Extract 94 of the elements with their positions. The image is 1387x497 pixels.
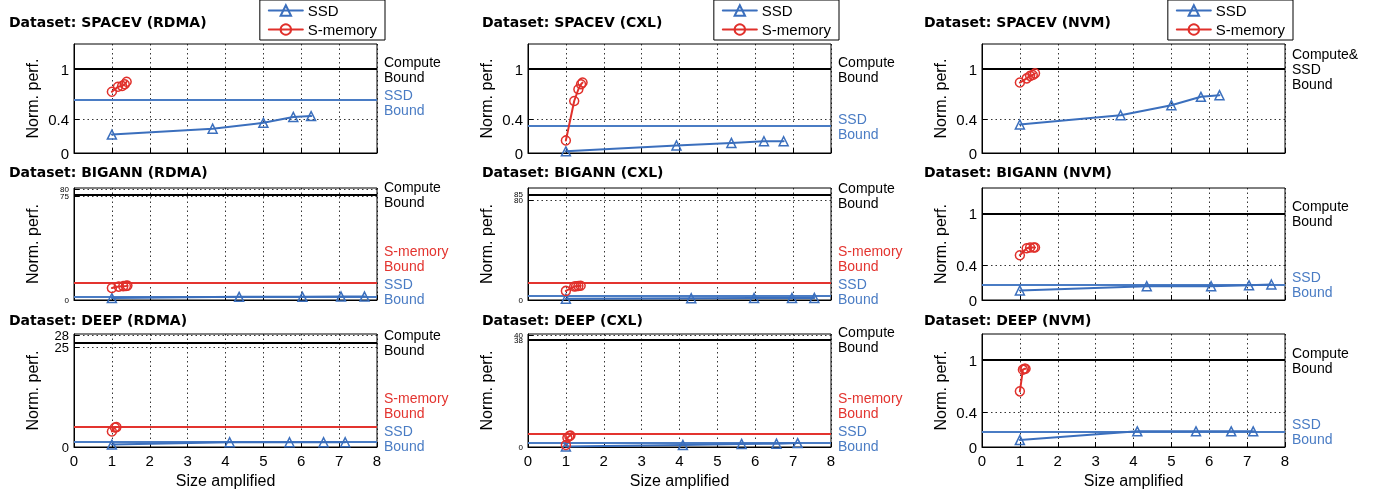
y-tick-label: 0.4 bbox=[502, 110, 523, 128]
y-tick-label: 0 bbox=[60, 144, 69, 162]
y-tick-label: 1 bbox=[968, 351, 977, 369]
x-tick-label: 2 bbox=[1053, 452, 1062, 469]
x-tick-label: 6 bbox=[751, 452, 760, 469]
x-tick-label: 2 bbox=[599, 452, 608, 469]
ref-line-label: SSD Bound bbox=[838, 110, 879, 142]
x-tick-label: 1 bbox=[107, 452, 117, 469]
legend-label: S-memory bbox=[307, 21, 378, 38]
ref-line-label: Compute Bound bbox=[384, 179, 442, 211]
x-tick-label: 6 bbox=[1205, 452, 1214, 469]
legend-label: SSD bbox=[1215, 2, 1247, 19]
y-axis-title: Norm. perf. bbox=[931, 58, 949, 139]
y-tick-label: 0 bbox=[968, 438, 977, 456]
ref-line-label: Compute Bound bbox=[838, 179, 896, 211]
x-tick-label: 3 bbox=[637, 452, 646, 469]
x-axis-title: Size amplified bbox=[175, 472, 276, 490]
x-tick-label: 7 bbox=[788, 452, 798, 469]
ref-line-label: Compute& SSD Bound bbox=[1292, 46, 1359, 93]
ref-line-label: SSD Bound bbox=[384, 275, 425, 307]
y-tick-label: 0.4 bbox=[48, 110, 69, 128]
ref-line-label: SSD Bound bbox=[384, 422, 425, 454]
x-tick-label: 5 bbox=[259, 452, 268, 469]
x-tick-label: 7 bbox=[334, 452, 344, 469]
chart-title: Dataset: DEEP (NVM) bbox=[924, 312, 1092, 328]
chart-title: Dataset: DEEP (RDMA) bbox=[9, 312, 188, 328]
y-tick-label: 0.4 bbox=[956, 257, 977, 275]
y-tick-label: 1 bbox=[514, 60, 523, 78]
legend-label: SSD bbox=[307, 2, 339, 19]
ref-line-label: SSD Bound bbox=[1292, 268, 1333, 300]
ref-line-label: Compute Bound bbox=[384, 326, 442, 358]
y-axis-title: Norm. perf. bbox=[23, 350, 41, 431]
x-tick-label: 5 bbox=[1167, 452, 1176, 469]
y-tick-label: 1 bbox=[60, 60, 69, 78]
y-axis-title: Norm. perf. bbox=[477, 203, 495, 285]
y-axis-title: Norm. perf. bbox=[23, 58, 41, 139]
ref-line-label: S-memory Bound bbox=[384, 242, 449, 274]
y-axis-title: Norm. perf. bbox=[477, 58, 495, 139]
chart-title: Dataset: DEEP (CXL) bbox=[482, 312, 643, 328]
x-tick-label: 5 bbox=[713, 452, 722, 469]
y-axis-title: Norm. perf. bbox=[931, 203, 949, 285]
ref-line-label: SSD Bound bbox=[384, 86, 425, 118]
ref-line-label: S-memory Bound bbox=[384, 389, 449, 421]
y-tick-label: 0 bbox=[518, 442, 524, 452]
x-tick-label: 1 bbox=[1015, 452, 1025, 469]
chart-title: Dataset: SPACEV (RDMA) bbox=[9, 14, 207, 30]
y-tick-label: 0 bbox=[518, 295, 524, 305]
x-tick-label: 3 bbox=[183, 452, 192, 469]
x-axis-title: Size amplified bbox=[629, 472, 730, 490]
y-axis-title: Norm. perf. bbox=[23, 203, 41, 285]
y-tick-label: 0.4 bbox=[956, 403, 977, 421]
x-tick-label: 7 bbox=[1242, 452, 1252, 469]
y-tick-label: 0 bbox=[968, 144, 977, 162]
ref-line-label: Compute Bound bbox=[384, 53, 442, 85]
y-tick-label: 1 bbox=[968, 60, 977, 78]
x-tick-label: 4 bbox=[675, 452, 684, 469]
y-tick-label: 1 bbox=[968, 205, 977, 223]
y-tick-label: 75 bbox=[60, 191, 70, 201]
y-tick-label: 0.4 bbox=[956, 110, 977, 128]
ref-line-label: SSD Bound bbox=[838, 275, 879, 307]
legend-label: SSD bbox=[761, 2, 793, 19]
y-axis-title: Norm. perf. bbox=[477, 350, 495, 431]
x-tick-label: 8 bbox=[1280, 452, 1290, 469]
ref-line-label: S-memory Bound bbox=[838, 242, 903, 274]
x-axis-title: Size amplified bbox=[1083, 472, 1184, 490]
legend-label: S-memory bbox=[1215, 21, 1286, 38]
chart-title: Dataset: BIGANN (RDMA) bbox=[9, 164, 208, 180]
y-tick-label: 0 bbox=[514, 144, 523, 162]
chart-title: Dataset: BIGANN (NVM) bbox=[924, 164, 1112, 180]
ref-line-label: Compute Bound bbox=[1292, 198, 1350, 230]
y-axis-title: Norm. perf. bbox=[931, 350, 949, 431]
chart-title: Dataset: SPACEV (NVM) bbox=[924, 14, 1111, 30]
x-tick-label: 4 bbox=[1129, 452, 1138, 469]
y-tick-label: 80 bbox=[60, 184, 70, 194]
x-tick-label: 6 bbox=[297, 452, 306, 469]
chart-title: Dataset: BIGANN (CXL) bbox=[482, 164, 664, 180]
x-tick-label: 2 bbox=[145, 452, 154, 469]
ref-line-label: S-memory Bound bbox=[838, 389, 903, 421]
x-tick-label: 1 bbox=[561, 452, 571, 469]
ref-line-label: SSD Bound bbox=[838, 422, 879, 454]
ref-line-label: Compute Bound bbox=[1292, 344, 1350, 376]
x-tick-label: 4 bbox=[221, 452, 230, 469]
y-tick-label: 0 bbox=[968, 291, 977, 309]
chart-title: Dataset: SPACEV (CXL) bbox=[482, 14, 663, 30]
y-tick-label: 0 bbox=[61, 439, 69, 455]
ref-line-label: Compute Bound bbox=[838, 324, 896, 356]
x-tick-label: 8 bbox=[826, 452, 836, 469]
ref-line-label: SSD Bound bbox=[1292, 415, 1333, 447]
ref-line-label: Compute Bound bbox=[838, 53, 896, 85]
x-tick-label: 8 bbox=[372, 452, 382, 469]
y-tick-label: 85 bbox=[514, 189, 524, 199]
legend-label: S-memory bbox=[761, 21, 832, 38]
y-tick-label: 0 bbox=[64, 295, 70, 305]
x-tick-label: 3 bbox=[1091, 452, 1100, 469]
